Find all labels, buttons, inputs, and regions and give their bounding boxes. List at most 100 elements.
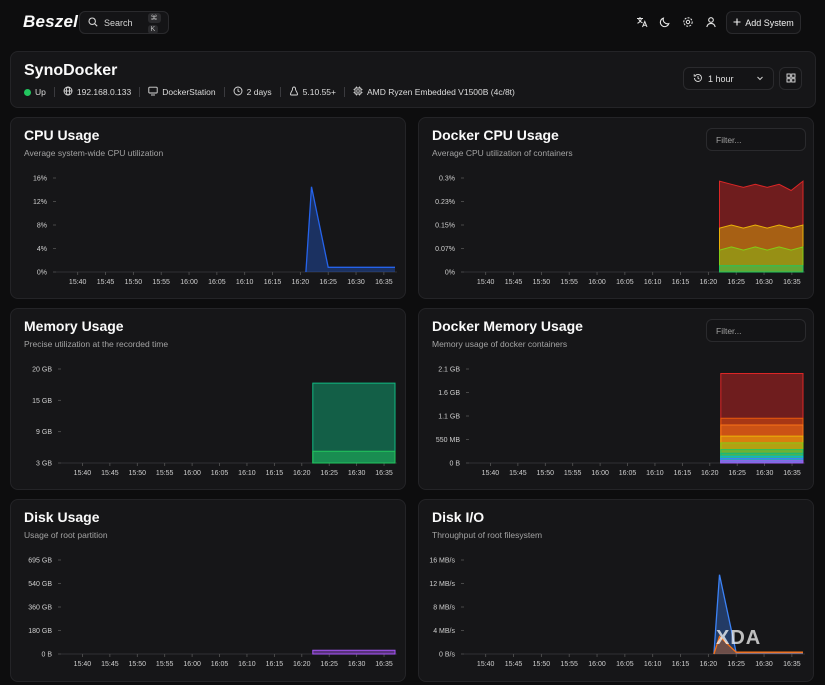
y-tick-label: 0 B bbox=[41, 652, 52, 659]
cpu-chip-icon bbox=[353, 86, 363, 98]
x-tick-label: 15:40 bbox=[74, 470, 92, 477]
x-tick-label: 16:35 bbox=[783, 470, 801, 477]
docker-memory-card: Docker Memory Usage Memory usage of dock… bbox=[418, 308, 814, 490]
x-tick-label: 16:20 bbox=[700, 661, 718, 668]
history-icon bbox=[693, 73, 703, 85]
disk-usage-card: Disk Usage Usage of root partition 695 G… bbox=[10, 499, 406, 682]
language-icon[interactable] bbox=[634, 14, 650, 30]
theme-moon-icon[interactable] bbox=[657, 14, 673, 30]
series-line-0 bbox=[305, 186, 395, 273]
memory-usage-title: Memory Usage bbox=[24, 318, 124, 334]
x-tick-label: 15:45 bbox=[505, 279, 523, 286]
system-host: DockerStation bbox=[148, 86, 216, 98]
docker-memory-filter-input[interactable] bbox=[706, 319, 806, 342]
x-tick-label: 15:40 bbox=[69, 279, 87, 286]
system-name: SynoDocker bbox=[24, 62, 118, 79]
x-tick-label: 15:55 bbox=[156, 661, 174, 668]
settings-gear-icon[interactable] bbox=[680, 14, 696, 30]
x-tick-label: 16:35 bbox=[375, 470, 393, 477]
user-icon[interactable] bbox=[703, 14, 719, 30]
x-tick-label: 15:50 bbox=[129, 661, 147, 668]
x-tick-label: 15:55 bbox=[564, 470, 582, 477]
x-tick-label: 16:20 bbox=[700, 279, 718, 286]
linux-icon bbox=[289, 86, 299, 98]
x-tick-label: 16:10 bbox=[238, 470, 256, 477]
grid-icon bbox=[786, 70, 796, 88]
status-dot-icon bbox=[24, 88, 31, 96]
y-tick-label: 180 GB bbox=[28, 628, 52, 635]
search-button[interactable]: Search ⌘K bbox=[79, 11, 169, 34]
y-tick-label: 16 MB/s bbox=[429, 558, 455, 565]
y-tick-label: 1.6 GB bbox=[438, 390, 460, 397]
system-info-card: SynoDocker Up 192.168.0.133 DockerStatio… bbox=[10, 51, 816, 108]
y-tick-label: 540 GB bbox=[28, 581, 52, 588]
x-tick-label: 16:00 bbox=[183, 661, 201, 668]
docker-memory-title: Docker Memory Usage bbox=[432, 318, 583, 334]
x-tick-label: 15:50 bbox=[533, 279, 551, 286]
x-tick-label: 16:30 bbox=[755, 661, 773, 668]
x-tick-label: 15:40 bbox=[482, 470, 500, 477]
time-range-select[interactable]: 1 hour bbox=[683, 67, 774, 90]
x-tick-label: 16:25 bbox=[728, 470, 746, 477]
x-tick-label: 16:30 bbox=[348, 661, 366, 668]
y-tick-label: 695 GB bbox=[28, 558, 52, 565]
header-actions bbox=[634, 14, 719, 30]
system-kernel: 5.10.55+ bbox=[289, 86, 336, 98]
x-tick-label: 15:55 bbox=[152, 279, 170, 286]
y-tick-label: 8% bbox=[37, 223, 47, 230]
disk-usage-subtitle: Usage of root partition bbox=[24, 530, 108, 540]
clock-icon bbox=[233, 86, 243, 98]
add-system-label: Add System bbox=[745, 17, 794, 28]
docker-cpu-subtitle: Average CPU utilization of containers bbox=[432, 148, 573, 158]
docker-cpu-card: Docker CPU Usage Average CPU utilization… bbox=[418, 117, 814, 299]
x-tick-label: 15:50 bbox=[537, 470, 555, 477]
x-tick-label: 16:30 bbox=[755, 279, 773, 286]
layout-grid-button[interactable] bbox=[779, 67, 802, 90]
y-tick-label: 0% bbox=[445, 270, 455, 277]
y-tick-label: 16% bbox=[33, 176, 47, 183]
system-cpu: AMD Ryzen Embedded V1500B (4c/8t) bbox=[353, 86, 515, 98]
x-tick-label: 16:00 bbox=[588, 279, 606, 286]
x-tick-label: 15:40 bbox=[477, 279, 495, 286]
docker-cpu-filter-input[interactable] bbox=[706, 128, 806, 151]
x-tick-label: 15:55 bbox=[156, 470, 174, 477]
disk-io-subtitle: Throughput of root filesystem bbox=[432, 530, 543, 540]
series-area-0 bbox=[305, 186, 395, 272]
app-logo[interactable]: Beszel bbox=[23, 12, 79, 31]
x-tick-label: 16:25 bbox=[727, 279, 745, 286]
x-tick-label: 16:35 bbox=[783, 661, 801, 668]
x-tick-label: 15:50 bbox=[129, 470, 147, 477]
y-tick-label: 4 MB/s bbox=[433, 628, 455, 635]
system-ip[interactable]: 192.168.0.133 bbox=[63, 86, 131, 98]
x-tick-label: 16:20 bbox=[293, 661, 311, 668]
x-tick-label: 16:10 bbox=[236, 279, 254, 286]
x-tick-label: 15:55 bbox=[560, 661, 578, 668]
x-tick-label: 16:30 bbox=[347, 279, 365, 286]
system-info-bar: Up 192.168.0.133 DockerStation 2 days 5.… bbox=[24, 86, 515, 98]
time-range-label: 1 hour bbox=[708, 73, 734, 84]
y-tick-label: 15 GB bbox=[32, 398, 52, 405]
y-tick-label: 9 GB bbox=[36, 429, 52, 436]
x-tick-label: 15:50 bbox=[533, 661, 551, 668]
x-tick-label: 15:45 bbox=[101, 661, 119, 668]
y-tick-label: 0% bbox=[37, 270, 47, 277]
y-tick-label: 0.07% bbox=[435, 246, 455, 253]
y-tick-label: 4% bbox=[37, 246, 47, 253]
search-shortcut: ⌘K bbox=[145, 12, 168, 34]
disk-io-title: Disk I/O bbox=[432, 509, 485, 525]
y-tick-label: 0.3% bbox=[439, 176, 455, 183]
y-tick-label: 2.1 GB bbox=[438, 367, 460, 374]
disk-usage-title: Disk Usage bbox=[24, 509, 100, 525]
x-tick-label: 16:10 bbox=[646, 470, 664, 477]
x-tick-label: 16:05 bbox=[616, 279, 634, 286]
x-tick-label: 16:15 bbox=[266, 661, 284, 668]
docker-memory-chart: 2.1 GB 1.6 GB 1.1 GB 550 MB 0 B 15:40 15:45 15:… bbox=[436, 367, 805, 477]
uptime-text: 2 days bbox=[246, 87, 272, 97]
add-system-button[interactable]: Add System bbox=[726, 11, 801, 34]
x-tick-label: 16:10 bbox=[644, 279, 662, 286]
x-tick-label: 16:25 bbox=[727, 661, 745, 668]
x-tick-label: 15:50 bbox=[125, 279, 143, 286]
search-label: Search bbox=[104, 17, 133, 28]
x-tick-label: 16:00 bbox=[588, 661, 606, 668]
x-tick-label: 16:20 bbox=[293, 470, 311, 477]
